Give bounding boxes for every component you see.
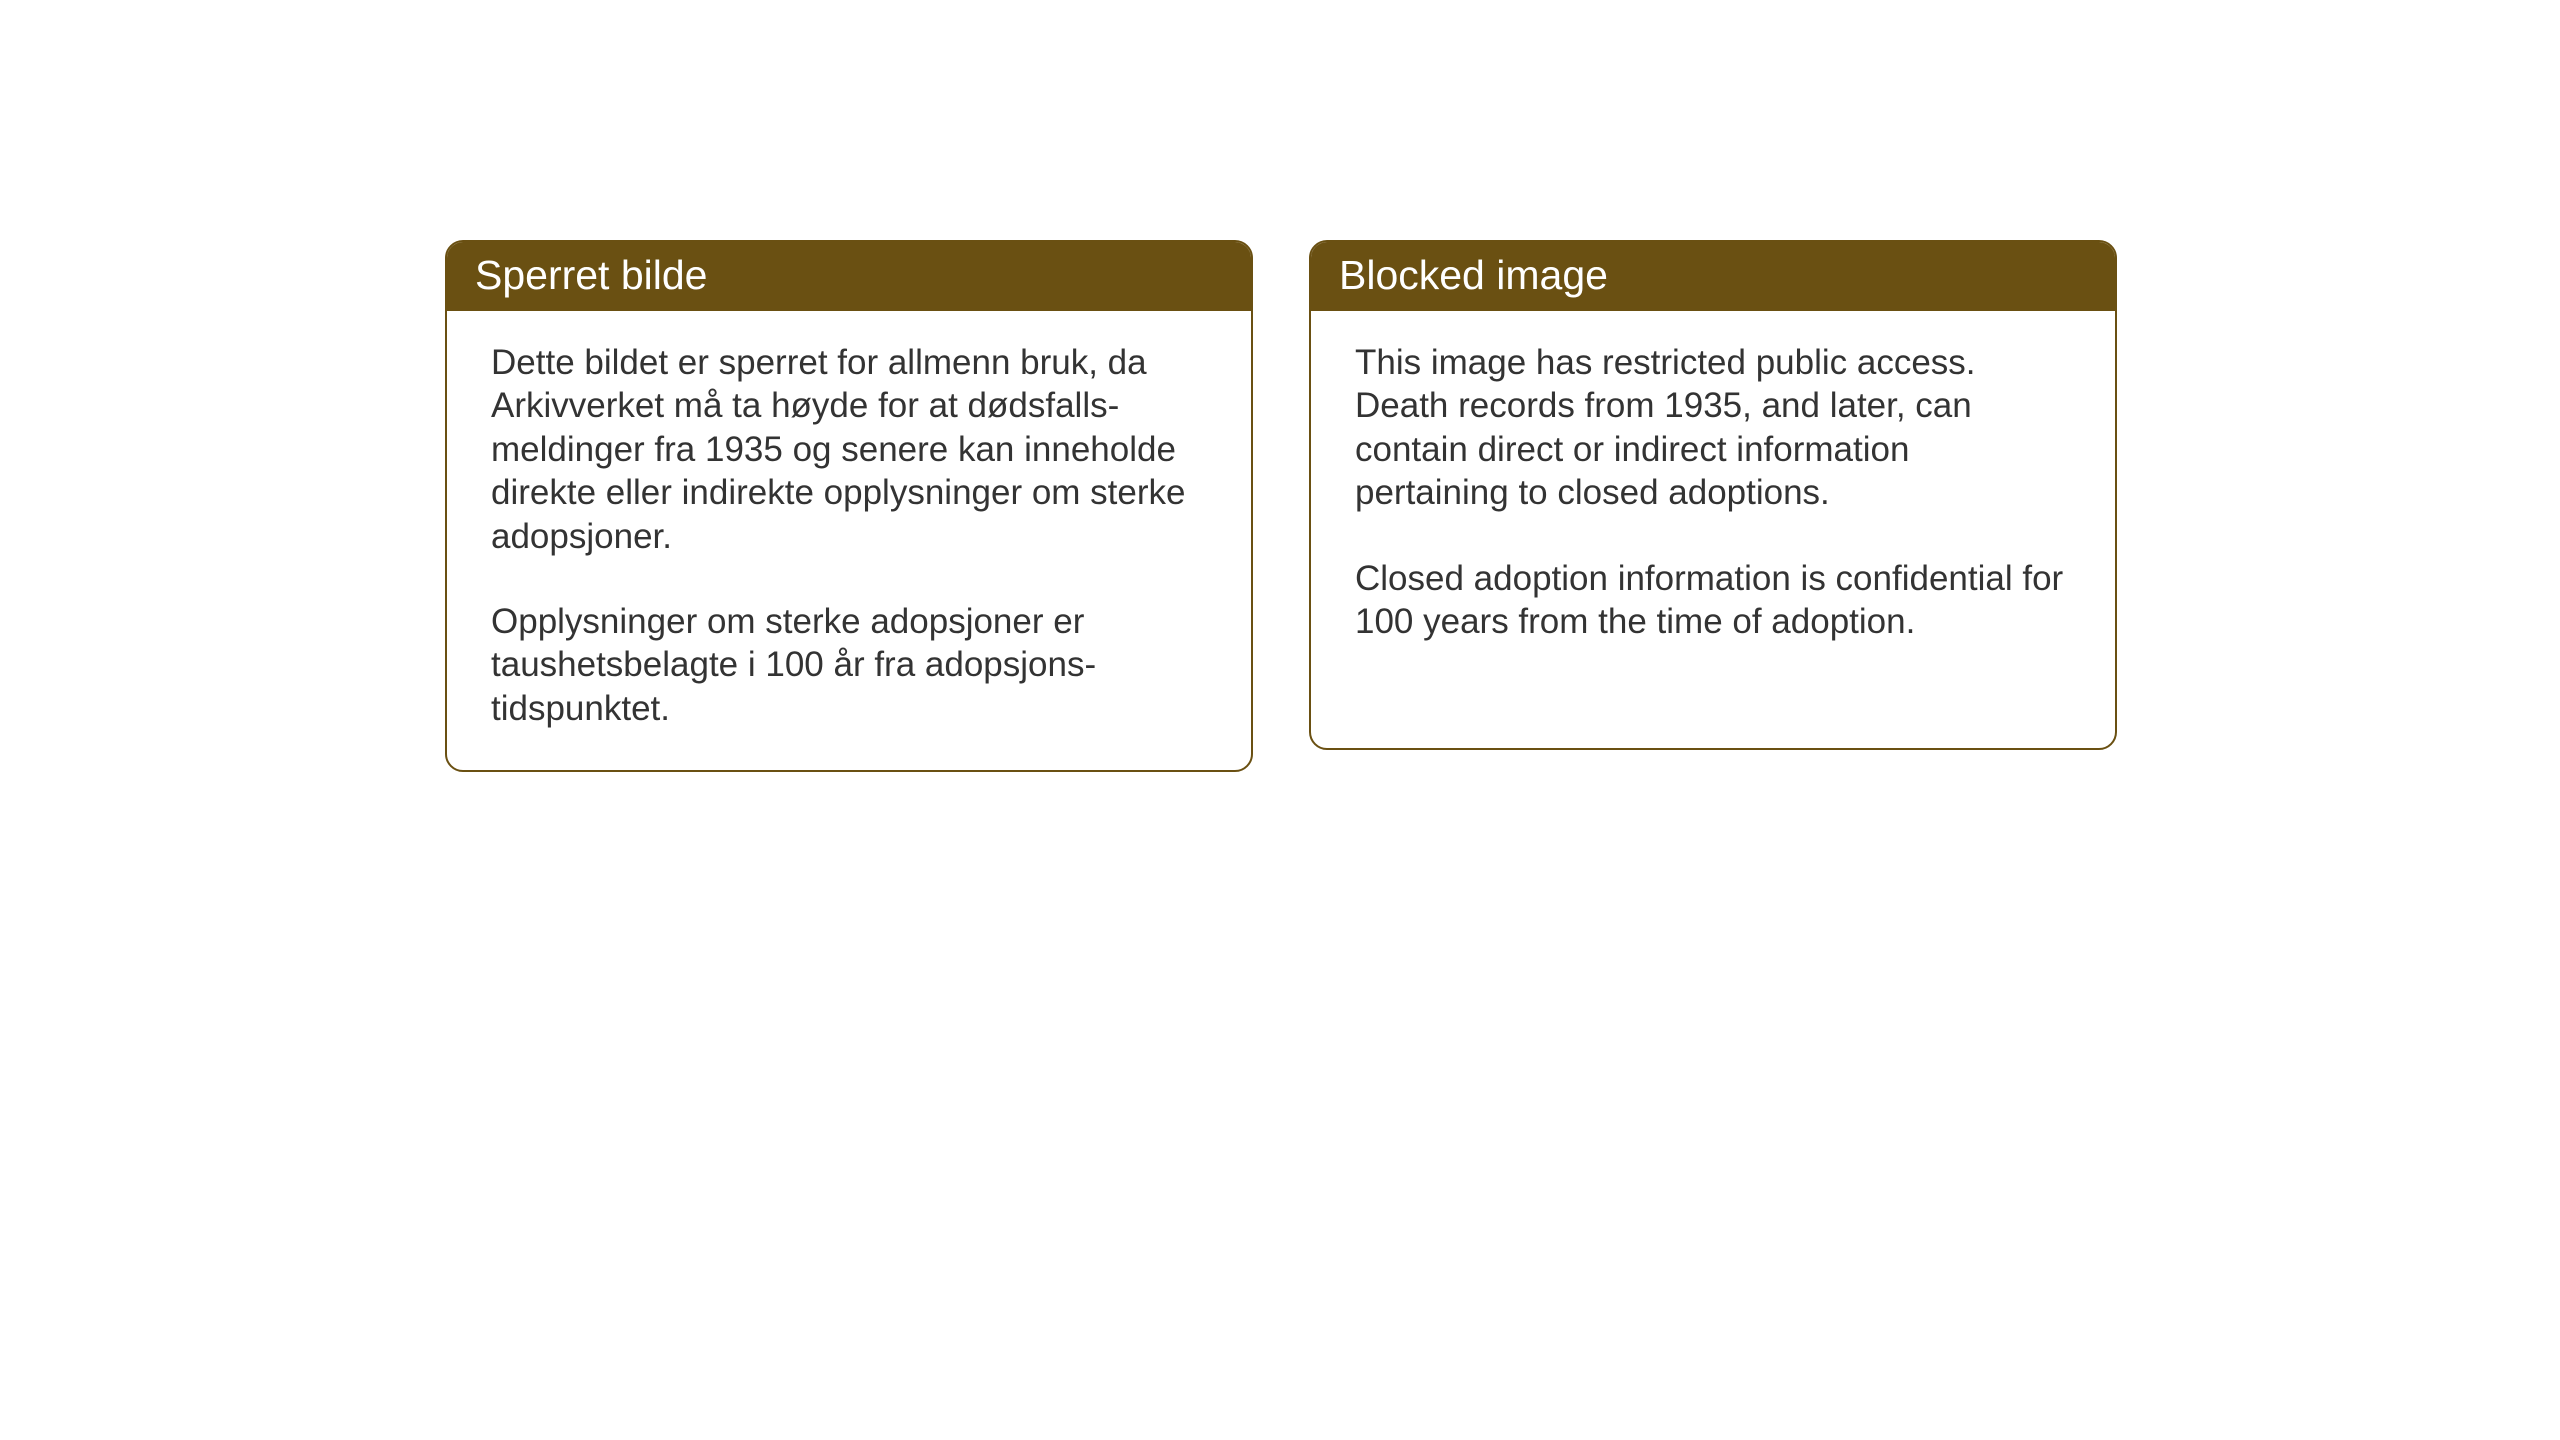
card-paragraph-2-norwegian: Opplysninger om sterke adopsjoner er tau… (491, 600, 1207, 730)
cards-container: Sperret bilde Dette bildet er sperret fo… (0, 0, 2560, 772)
card-header-english: Blocked image (1311, 242, 2115, 311)
card-english: Blocked image This image has restricted … (1309, 240, 2117, 750)
card-header-norwegian: Sperret bilde (447, 242, 1251, 311)
card-norwegian: Sperret bilde Dette bildet er sperret fo… (445, 240, 1253, 772)
card-paragraph-1-english: This image has restricted public access.… (1355, 341, 2071, 515)
card-body-english: This image has restricted public access.… (1311, 311, 2115, 683)
card-paragraph-1-norwegian: Dette bildet er sperret for allmenn bruk… (491, 341, 1207, 558)
card-paragraph-2-english: Closed adoption information is confident… (1355, 557, 2071, 644)
card-body-norwegian: Dette bildet er sperret for allmenn bruk… (447, 311, 1251, 770)
